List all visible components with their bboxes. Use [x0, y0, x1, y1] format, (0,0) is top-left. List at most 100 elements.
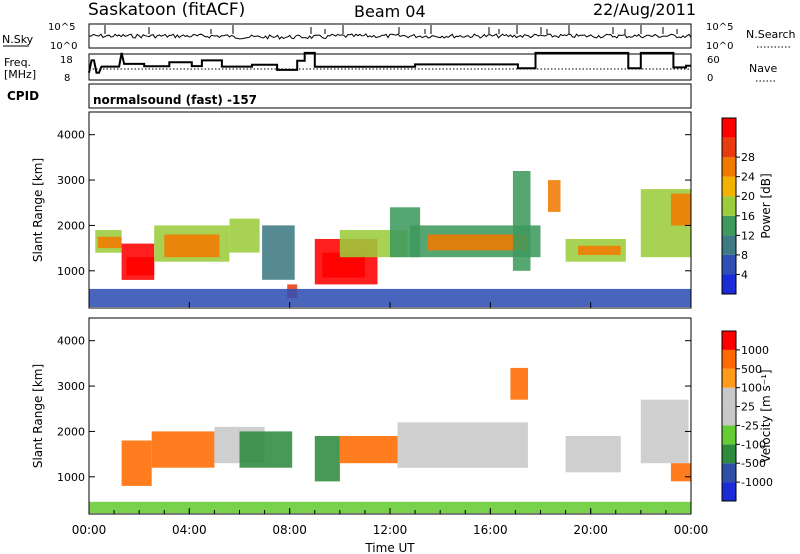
x-tick-label: 08:00	[272, 523, 307, 537]
noise-tick-bottom-right: 10^0	[706, 41, 733, 52]
noise-tick-top-left: 10^5	[48, 22, 75, 33]
freq-panel: Freq. [MHz] 18 8 60 0 Nave	[4, 51, 777, 84]
heatmap-cell	[510, 367, 528, 400]
velocity-heatmap	[89, 367, 691, 514]
colorbar-segment	[722, 387, 736, 407]
cpid-label: CPID	[7, 89, 39, 103]
colorbar-tick-label: 500	[741, 363, 762, 376]
colorbar-tick-label: 4	[741, 268, 748, 281]
heatmap-cell	[670, 463, 691, 482]
beam-label: Beam 04	[354, 2, 426, 21]
colorbar-segment	[722, 463, 736, 483]
colorbar-tick-label: 12	[741, 229, 755, 242]
station-title: Saskatoon (fitACF)	[88, 0, 245, 20]
heatmap-cell	[126, 257, 155, 276]
heatmap-cell	[565, 436, 621, 473]
heatmap-cell	[578, 245, 621, 255]
power-y-axis: 1000 2000 3000 4000	[57, 129, 691, 278]
colorbar-tick-label: -1000	[741, 476, 773, 489]
x-tick-label: 00:00	[674, 523, 709, 537]
colorbar-segment	[722, 215, 736, 236]
heatmap-cell	[151, 431, 215, 468]
nsky-series-line	[88, 33, 692, 40]
colorbar-tick-label: 25	[741, 401, 755, 414]
freq-label: Freq.	[4, 56, 31, 69]
nsky-spikes	[104, 25, 678, 34]
heatmap-cell	[640, 399, 689, 464]
heatmap-cell	[339, 436, 398, 464]
colorbar-segment	[722, 118, 736, 138]
colorbar-tick-label: -500	[741, 457, 766, 470]
x-tick-label: 04:00	[172, 523, 207, 537]
colorbar-tick-label: 20	[741, 190, 755, 203]
freq-frame	[88, 53, 692, 81]
noise-frame	[88, 23, 692, 49]
colorbar-segment	[722, 196, 736, 216]
heatmap-cell	[262, 225, 295, 280]
velocity-y-axis: 1000 2000 3000 4000	[57, 335, 691, 484]
nave-tick-top: 60	[707, 55, 720, 66]
power-colorbar-label: Power [dB]	[759, 173, 773, 238]
nsearch-label: N.Search	[746, 28, 796, 41]
power-panel: 1000 2000 3000 4000 Slant Range [km] 4 8 12 16…	[31, 111, 773, 309]
velocity-y-axis-label: Slant Range [km]	[31, 364, 45, 468]
noise-panel: N.Sky 10^5 10^0 10^5 10^0 N.Search	[2, 22, 796, 52]
colorbar-segment	[722, 235, 736, 255]
heatmap-cell	[427, 234, 528, 251]
colorbar-tick-label: 100	[741, 382, 762, 395]
freq-tick-bottom: 8	[64, 73, 70, 84]
colorbar-segment	[722, 368, 736, 388]
heatmap-cell	[314, 436, 340, 482]
colorbar-tick-label: 8	[741, 249, 748, 262]
power-heatmap	[89, 171, 691, 307]
x-tick-label: 00:00	[72, 523, 107, 537]
date-label: 22/Aug/2011	[593, 0, 696, 19]
velocity-colorbar-label: Velocity [m s⁻¹]	[759, 369, 773, 462]
colorbar-segment	[722, 274, 736, 294]
y-tick-label: 3000	[57, 174, 85, 187]
noise-tick-bottom-left: 10^0	[50, 41, 77, 52]
x-tick-label: 16:00	[473, 523, 508, 537]
colorbar-segment	[722, 137, 736, 158]
nave-label: Nave	[749, 62, 777, 75]
heatmap-cell	[121, 440, 152, 486]
freq-series-line	[88, 51, 691, 74]
colorbar-tick-label: 24	[741, 171, 755, 184]
colorbar-tick-label: -100	[741, 438, 766, 451]
colorbar-segment	[722, 482, 736, 501]
heatmap-cell	[548, 180, 561, 212]
colorbar-tick-label: 16	[741, 210, 755, 223]
heatmap-cell	[97, 236, 122, 249]
nave-tick-bottom: 0	[707, 73, 713, 84]
colorbar-segment	[722, 349, 736, 369]
noise-tick-top-right: 10^5	[706, 22, 733, 33]
colorbar-frame	[721, 330, 737, 502]
heatmap-cell	[229, 218, 260, 253]
program-label: normalsound (fast) -157	[93, 93, 257, 107]
colorbar-tick-label: 1000	[741, 344, 769, 357]
heatmap-cell	[89, 501, 691, 514]
time-x-axis: 00:00 04:00 08:00 12:00 16:00 20:00 00:00	[72, 302, 709, 537]
colorbar-segment	[722, 254, 736, 275]
colorbar-segment	[722, 444, 736, 464]
time-x-axis-label: Time UT	[364, 541, 415, 554]
colorbar-tick-label: 28	[741, 151, 755, 164]
y-tick-label: 1000	[57, 265, 85, 278]
colorbar-tick-label: -25	[741, 419, 759, 432]
heatmap-cell	[670, 193, 691, 226]
power-colorbar: 4 8 12 16 20 24 28	[721, 117, 755, 295]
freq-unit-label: [MHz]	[4, 68, 36, 81]
power-y-axis-label: Slant Range [km]	[31, 158, 45, 262]
y-tick-label: 4000	[57, 335, 85, 348]
heatmap-cell	[512, 171, 531, 271]
nsky-label: N.Sky	[2, 33, 34, 46]
heatmap-cell	[89, 288, 691, 307]
y-tick-label: 1000	[57, 471, 85, 484]
heatmap-cell	[164, 234, 220, 258]
velocity-panel: 1000 2000 3000 4000 Slant Range [km] 1000 50…	[31, 317, 773, 515]
y-tick-label: 3000	[57, 380, 85, 393]
heatmap-cell	[397, 422, 528, 468]
y-tick-label: 4000	[57, 129, 85, 142]
freq-tick-top: 18	[60, 55, 73, 66]
